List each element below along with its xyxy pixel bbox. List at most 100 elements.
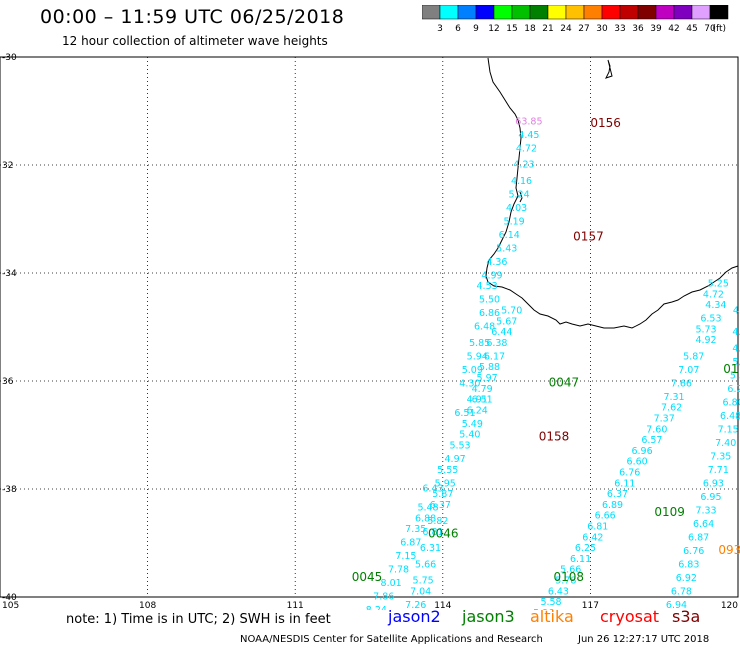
wave-height-value: 5.94 [467, 351, 488, 362]
wave-height-value: 5.95 [435, 478, 456, 489]
colorbar-tick-label: 36 [632, 24, 644, 33]
wave-height-value: 4.86 [732, 343, 740, 354]
wave-height-value: 4.79 [472, 384, 493, 395]
wave-height-value: 7.37 [654, 414, 675, 425]
wave-height-value: 6.88 [415, 513, 436, 524]
wave-height-value: 6.94 [666, 600, 687, 610]
wave-height-value: 5.66 [415, 559, 436, 570]
wave-height-value: 6.87 [400, 538, 421, 549]
wave-height-value: 6.57 [641, 435, 662, 446]
map-subtitle: 12 hour collection of altimeter wave hei… [62, 34, 328, 48]
colorbar-tick-label: 30 [596, 24, 608, 33]
satellite-legend-altika: altika [530, 607, 574, 626]
wave-height-value: 5.49 [462, 419, 483, 430]
wave-height-value: 5.09 [462, 365, 483, 376]
wave-height-value: 6.66 [595, 511, 616, 522]
wave-height-value: 5.58 [540, 597, 561, 608]
wave-height-value: 6.53 [700, 314, 721, 325]
colorbar-tick-label: 45 [686, 24, 697, 33]
satellite-legend-jason2: jason2 [388, 607, 441, 626]
wave-height-value: 5.96 [533, 608, 554, 610]
wave-height-value: 4.03 [506, 203, 527, 214]
wave-height-value: 5.43 [496, 243, 517, 254]
rottnest-island-mark [519, 191, 523, 203]
latitude-tick-label: -30 [2, 53, 17, 63]
wave-height-value: 6.43 [548, 586, 569, 597]
pass-time-label: 0158 [539, 429, 570, 443]
wave-height-value: 5.50 [479, 295, 500, 306]
wave-height-value: 5.75 [413, 576, 434, 587]
wave-height-value: 7.15 [718, 424, 739, 435]
wave-height-value: 4.97 [445, 454, 466, 465]
wave-height-value: 4.34 [705, 300, 726, 311]
colorbar-tick-label: 3 [437, 24, 443, 33]
wave-height-value: 4.72 [516, 144, 537, 155]
wave-height-value: 5.78 [555, 576, 576, 587]
wave-height-value: 5.87 [432, 489, 453, 500]
colorbar-tick-label: 21 [542, 24, 553, 33]
wave-height-value: 7.33 [695, 505, 716, 516]
colorbar-tick-label: 24 [560, 24, 572, 33]
credit-line: NOAA/NESDIS Center for Satellite Applica… [240, 634, 543, 645]
wave-height-value: 6.22 [727, 384, 740, 395]
colorbar-tick-label: 9 [473, 24, 479, 33]
latitude-tick-label: 32 [2, 161, 13, 171]
wave-height-value: 5.87 [683, 351, 704, 362]
latitude-tick-label: 36 [2, 377, 14, 387]
wave-height-value: 5.58 [730, 370, 740, 381]
pass-time-label: 0045 [352, 570, 383, 584]
wave-height-value: 7.31 [663, 392, 684, 403]
wave-height-value: 4.75 [732, 327, 740, 338]
wave-height-value: 5.40 [459, 430, 480, 441]
wave-height-value: 5.55 [437, 465, 458, 476]
wave-height-value: 63.85 [515, 117, 542, 128]
map-title: 00:00 – 11:59 UTC 06/25/2018 [40, 6, 345, 28]
pass-time-labels: 0156 0157 0047 0158 0110 0109 0046 0937 0045 0108 [352, 116, 740, 584]
wave-height-value: 6.81 [422, 527, 443, 538]
longitude-tick-label: 114 [434, 601, 451, 610]
wave-height-value: 7.86 [373, 592, 394, 603]
wave-height-value: 6.80 [723, 397, 740, 408]
wave-height-value: 7.26 [405, 600, 426, 610]
wave-height-value: 7.04 [410, 586, 431, 597]
wave-height-value: 6.95 [700, 492, 721, 503]
colorbar-swatch [709, 5, 729, 20]
wave-height-value: 6.86 [479, 308, 500, 319]
coastline [485, 57, 739, 329]
wave-height-value: 6.48 [720, 411, 740, 422]
wave-height-value: 6.87 [688, 532, 709, 543]
wave-height-value: 5.70 [501, 306, 522, 317]
satellite-legend-jason3: jason3 [462, 607, 515, 626]
colorbar-tick-label: 33 [614, 24, 625, 33]
wave-height-value: 6.24 [467, 405, 488, 416]
wave-height-value: 6.93 [703, 478, 724, 489]
longitude-tick-label: 117 [582, 601, 599, 610]
inland-lake-outline [605, 59, 613, 79]
wave-height-value: 5.82 [427, 516, 448, 527]
wave-height-value: 4.99 [481, 270, 502, 281]
pass-time-label: 0156 [590, 116, 621, 130]
wave-height-value: 6.38 [486, 338, 507, 349]
wave-height-value: 5.19 [504, 216, 525, 227]
colorbar-tick-label: 6 [455, 24, 461, 33]
colorbar-unit-label: (ft) [712, 24, 726, 33]
western-australia-west-coast [485, 57, 739, 329]
map-frame [0, 56, 739, 598]
wave-height-value: 4.0 [733, 306, 740, 317]
wave-height-value: 5.73 [695, 324, 716, 335]
wave-height-value: 8.24 [366, 605, 387, 610]
wave-height-observations: 63.85 4.45 4.72 4.23 4.16 5.24 4.03 5.19 6.14 5.4… [366, 117, 740, 611]
wave-height-value: 6.11 [570, 554, 591, 565]
wave-height-colorbar: 3 6 9 12 15 18 21 24 27 30 33 36 39 42 45 70(ft) [422, 5, 729, 33]
wave-height-value: 5.53 [449, 441, 470, 452]
wave-height-value: 4.72 [703, 289, 724, 300]
wave-height-value: 6.11 [614, 478, 635, 489]
wave-height-value: 6.78 [671, 586, 692, 597]
units-note: note: 1) Time is in UTC; 2) SWH is in fe… [66, 612, 331, 627]
pass-time-label: 0108 [554, 570, 585, 584]
latitude-tick-label: -38 [2, 485, 17, 495]
wave-height-value: 6.76 [683, 546, 704, 557]
wave-height-value: 8.01 [381, 578, 402, 589]
colorbar-tick-label: 27 [578, 24, 589, 33]
wave-height-value: 6.51 [454, 408, 475, 419]
